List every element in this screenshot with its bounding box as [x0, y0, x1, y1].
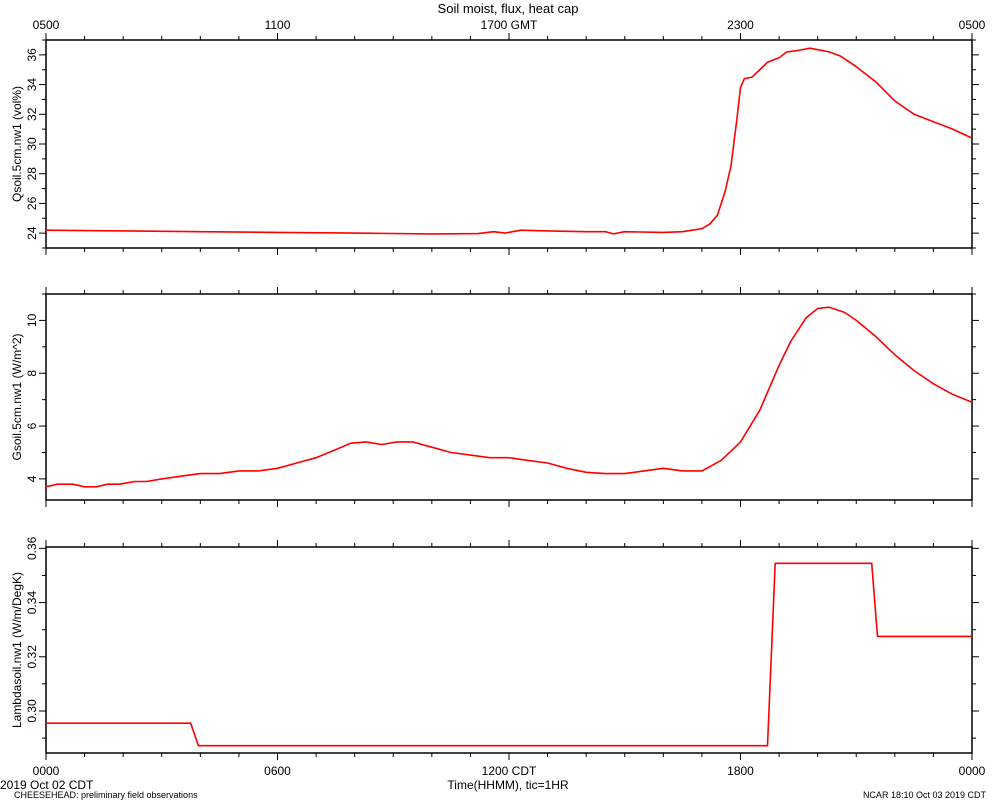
- y-tick-label: 30: [25, 137, 39, 151]
- x-bottom-tick-label: 0000: [959, 764, 986, 778]
- y-tick-label: 24: [25, 226, 39, 240]
- y-tick-label: 28: [25, 167, 39, 181]
- y-axis-label: Lambdasoil.nw1 (W/m/DegK): [10, 572, 24, 728]
- x-bottom-tick-label: 1800: [727, 764, 754, 778]
- series-line: [45, 306, 973, 488]
- y-tick-label: 6: [25, 422, 39, 429]
- y-tick-label: 8: [25, 370, 39, 377]
- plot-frame: [45, 546, 973, 754]
- x-bottom-tick-label: 1200 CDT: [482, 764, 537, 778]
- plot-frame: [45, 293, 973, 501]
- start-date-label: 2019 Oct 02 CDT: [0, 778, 94, 792]
- y-tick-label: 36: [25, 48, 39, 62]
- plot-frame: [45, 39, 973, 249]
- x-axis-label: Time(HHMM), tic=1HR: [447, 778, 569, 792]
- y-tick-label: 4: [25, 475, 39, 482]
- x-top-tick-label: 1700 GMT: [481, 18, 538, 32]
- y-tick-label: 0.36: [25, 536, 39, 560]
- credit-note: NCAR 18:10 Oct 03 2019 CDT: [862, 790, 986, 800]
- y-axis-label: Qsoil.5cm.nw1 (vol%): [10, 86, 24, 202]
- panel-1: 24 26 28 30 32 34 36 Qsoil.5cm.nw1 (vol%) 0500 11…: [10, 18, 986, 255]
- y-tick-label: 26: [25, 196, 39, 210]
- project-note: CHEESEHEAD: preliminary field observatio…: [14, 790, 198, 800]
- y-tick-label: 32: [25, 107, 39, 121]
- x-bottom-tick-label: 0600: [264, 764, 291, 778]
- x-top-tick-label: 0500: [33, 18, 60, 32]
- y-tick-label: 0.30: [25, 699, 39, 723]
- x-top-tick-label: 1100: [265, 18, 291, 32]
- x-bottom-tick-label: 0000: [33, 764, 60, 778]
- y-tick-label: 0.34: [25, 591, 39, 615]
- y-tick-label: 0.32: [25, 645, 39, 669]
- series-line: [46, 562, 972, 747]
- chart-title: Soil moist, flux, heat cap: [438, 1, 579, 16]
- y-tick-label: 10: [25, 313, 39, 327]
- y-tick-label: 34: [25, 78, 39, 92]
- y-axis-label: Gsoil.5cm.nw1 (W/m^2): [10, 334, 24, 461]
- x-top-tick-label: 2300: [727, 18, 754, 32]
- series-line: [45, 47, 973, 235]
- x-top-tick-label: 0500: [959, 18, 986, 32]
